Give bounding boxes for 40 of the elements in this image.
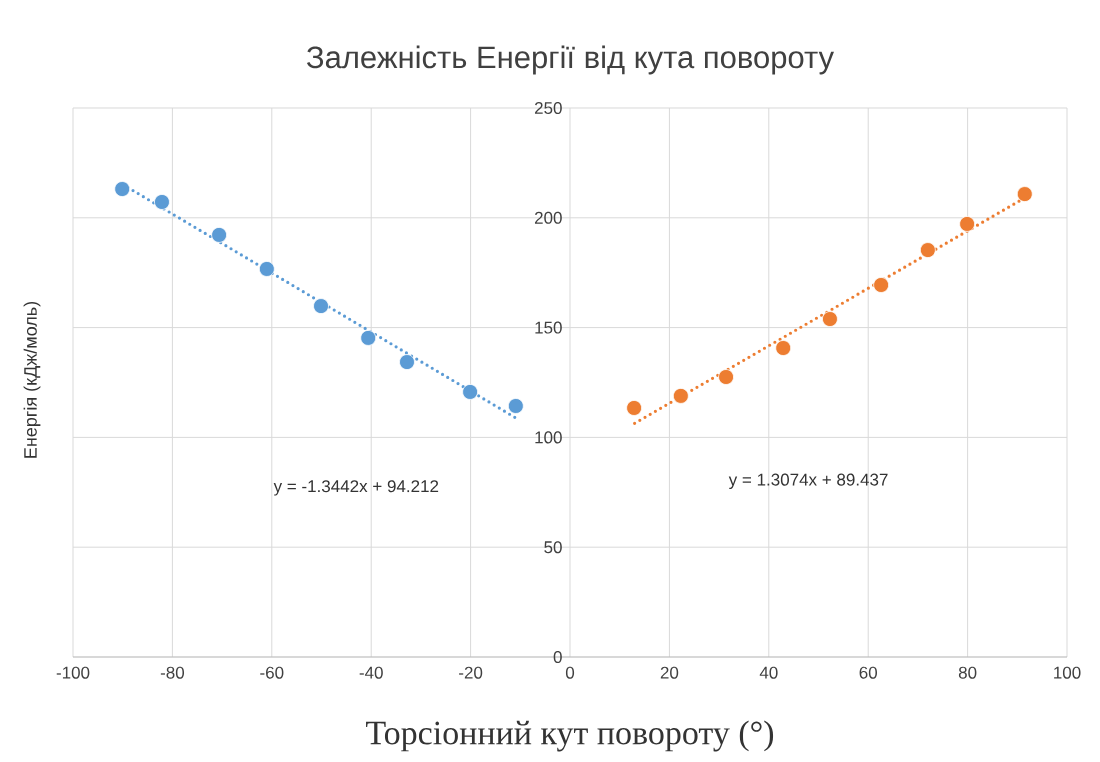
point (507, 398, 524, 414)
y-tick-label: 0 (553, 650, 562, 664)
x-axis-title: Торсіонний кут повороту (°) (366, 720, 774, 752)
y-tick-label: 150 (535, 321, 562, 334)
x-tick-label: -100 (56, 666, 90, 679)
x-tick-label: 40 (759, 666, 778, 679)
point (959, 216, 976, 232)
x-tick-label: 80 (958, 666, 977, 679)
point (313, 298, 329, 314)
x-tick-label: -20 (459, 666, 483, 679)
point (211, 227, 228, 243)
annotation: y = -1.3442x + 94.212 (273, 480, 439, 496)
x-tick-label: 60 (859, 666, 877, 679)
chart-title: Залежність Енергії від кута повороту (306, 45, 834, 75)
y-tick-label: 250 (534, 101, 562, 115)
point (672, 387, 689, 404)
point (775, 340, 792, 356)
x-tick-label: -80 (160, 666, 185, 679)
y-tick-label: 200 (534, 211, 562, 224)
x-tick-label: -60 (260, 666, 284, 679)
y-tick-label: 50 (544, 541, 562, 554)
point (360, 330, 377, 346)
x-tick-label: -40 (359, 666, 383, 679)
point (718, 369, 734, 385)
x-tick-label: 20 (660, 666, 679, 679)
point (258, 261, 275, 277)
x-tick-label: 100 (1054, 666, 1081, 679)
y-tick-label: 100 (535, 431, 562, 444)
point (873, 277, 890, 293)
point (399, 354, 415, 370)
point (626, 400, 643, 416)
annotation: y = 1.3074x + 89.437 (728, 473, 888, 490)
x-tick-label: 0 (565, 666, 575, 679)
point (919, 242, 936, 258)
point (822, 311, 838, 327)
point (154, 194, 170, 210)
point (114, 181, 131, 197)
point (1016, 186, 1033, 202)
y-axis-title: Енергія (кДж/моль) (23, 301, 41, 458)
point (462, 384, 479, 400)
